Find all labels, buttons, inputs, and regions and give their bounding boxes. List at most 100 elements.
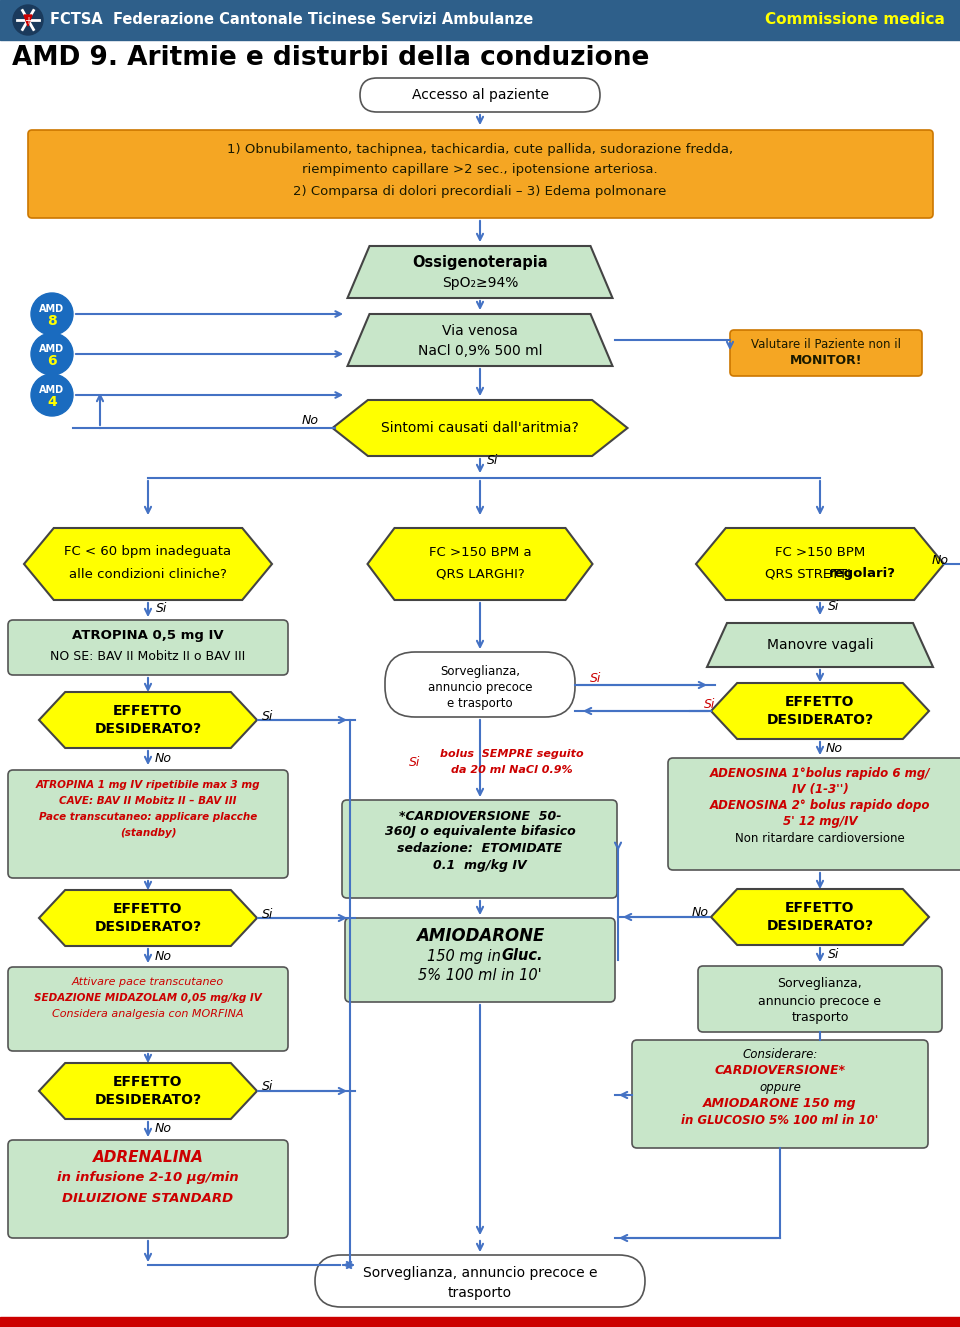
Text: DESIDERATO?: DESIDERATO? bbox=[94, 1093, 202, 1107]
Text: Attivare pace transcutaneo: Attivare pace transcutaneo bbox=[72, 977, 224, 987]
FancyBboxPatch shape bbox=[668, 758, 960, 871]
Polygon shape bbox=[24, 528, 272, 600]
Text: in GLUCOSIO 5% 100 ml in 10': in GLUCOSIO 5% 100 ml in 10' bbox=[682, 1115, 878, 1128]
FancyBboxPatch shape bbox=[8, 620, 288, 675]
Polygon shape bbox=[39, 1063, 257, 1119]
Text: Si: Si bbox=[262, 1080, 274, 1093]
Text: DESIDERATO?: DESIDERATO? bbox=[766, 713, 874, 727]
Text: Valutare il Paziente non il: Valutare il Paziente non il bbox=[751, 337, 901, 350]
FancyBboxPatch shape bbox=[315, 1255, 645, 1307]
Text: Si: Si bbox=[828, 600, 840, 613]
Text: EFFETTO: EFFETTO bbox=[113, 902, 182, 916]
Text: SpO₂≥94%: SpO₂≥94% bbox=[442, 276, 518, 291]
FancyBboxPatch shape bbox=[632, 1040, 928, 1148]
Text: CAVE: BAV II Mobitz II – BAV III: CAVE: BAV II Mobitz II – BAV III bbox=[60, 796, 237, 805]
Text: ADENOSINA 2° bolus rapido dopo: ADENOSINA 2° bolus rapido dopo bbox=[709, 799, 930, 812]
Text: IV (1-3''): IV (1-3'') bbox=[792, 783, 849, 795]
Text: AMIODARONE 150 mg: AMIODARONE 150 mg bbox=[703, 1096, 857, 1109]
Text: 5% 100 ml in 10': 5% 100 ml in 10' bbox=[419, 969, 541, 983]
Polygon shape bbox=[348, 245, 612, 299]
Polygon shape bbox=[39, 691, 257, 748]
Text: Non ritardare cardioversione: Non ritardare cardioversione bbox=[735, 832, 905, 845]
Text: oppure: oppure bbox=[759, 1080, 801, 1093]
Text: No: No bbox=[301, 414, 319, 426]
Text: QRS STRETTI: QRS STRETTI bbox=[765, 568, 855, 580]
Polygon shape bbox=[707, 622, 933, 667]
FancyBboxPatch shape bbox=[730, 330, 922, 376]
Text: ADRENALINA: ADRENALINA bbox=[92, 1151, 204, 1165]
Text: +: + bbox=[24, 16, 32, 27]
Text: 4: 4 bbox=[47, 395, 57, 409]
Text: 0.1  mg/kg IV: 0.1 mg/kg IV bbox=[433, 860, 527, 872]
Text: Pace transcutaneo: applicare placche: Pace transcutaneo: applicare placche bbox=[38, 812, 257, 821]
Polygon shape bbox=[39, 890, 257, 946]
Text: EFFETTO: EFFETTO bbox=[785, 901, 854, 916]
Text: No: No bbox=[826, 743, 843, 755]
Text: QRS LARGHI?: QRS LARGHI? bbox=[436, 568, 524, 580]
Text: DESIDERATO?: DESIDERATO? bbox=[94, 920, 202, 934]
Text: MONITOR!: MONITOR! bbox=[790, 353, 862, 366]
FancyBboxPatch shape bbox=[385, 652, 575, 717]
Text: 5' 12 mg/IV: 5' 12 mg/IV bbox=[782, 815, 857, 828]
Text: 360J o equivalente bifasico: 360J o equivalente bifasico bbox=[385, 825, 575, 839]
Text: 150 mg in: 150 mg in bbox=[427, 949, 505, 963]
Text: 6: 6 bbox=[47, 354, 57, 368]
Text: Si: Si bbox=[262, 710, 274, 722]
FancyBboxPatch shape bbox=[345, 918, 615, 1002]
Text: Considera analgesia con MORFINA: Considera analgesia con MORFINA bbox=[52, 1009, 244, 1019]
Text: Si: Si bbox=[705, 698, 716, 711]
Text: FC >150 BPM a: FC >150 BPM a bbox=[429, 545, 531, 559]
Polygon shape bbox=[332, 399, 628, 456]
Text: ATROPINA 0,5 mg IV: ATROPINA 0,5 mg IV bbox=[72, 629, 224, 642]
Text: No: No bbox=[691, 906, 708, 920]
Text: trasporto: trasporto bbox=[791, 1011, 849, 1024]
Text: e trasporto: e trasporto bbox=[447, 697, 513, 710]
Bar bbox=[0, 0, 960, 40]
Polygon shape bbox=[696, 528, 944, 600]
Text: FC >150 BPM: FC >150 BPM bbox=[775, 545, 865, 559]
Text: annuncio precoce: annuncio precoce bbox=[428, 681, 532, 694]
Text: FCTSA  Federazione Cantonale Ticinese Servizi Ambulanze: FCTSA Federazione Cantonale Ticinese Ser… bbox=[50, 12, 533, 28]
Polygon shape bbox=[711, 683, 929, 739]
Text: 8: 8 bbox=[47, 314, 57, 328]
Text: Si: Si bbox=[409, 755, 420, 768]
Text: ATROPINA 1 mg IV ripetibile max 3 mg: ATROPINA 1 mg IV ripetibile max 3 mg bbox=[36, 780, 260, 790]
Text: DESIDERATO?: DESIDERATO? bbox=[766, 920, 874, 933]
Text: Sorveglianza,: Sorveglianza, bbox=[440, 665, 520, 678]
Circle shape bbox=[31, 374, 73, 415]
Polygon shape bbox=[24, 15, 32, 27]
Text: ADENOSINA 1°bolus rapido 6 mg/: ADENOSINA 1°bolus rapido 6 mg/ bbox=[709, 767, 930, 779]
Circle shape bbox=[13, 5, 43, 35]
Text: annuncio precoce e: annuncio precoce e bbox=[758, 995, 881, 1009]
Text: AMD: AMD bbox=[39, 385, 64, 395]
Text: Considerare:: Considerare: bbox=[742, 1048, 818, 1062]
Text: NaCl 0,9% 500 ml: NaCl 0,9% 500 ml bbox=[418, 344, 542, 358]
Text: Si: Si bbox=[488, 455, 498, 467]
Text: 2) Comparsa di dolori precordiali – 3) Edema polmonare: 2) Comparsa di dolori precordiali – 3) E… bbox=[294, 186, 666, 199]
Polygon shape bbox=[348, 314, 612, 366]
Text: EFFETTO: EFFETTO bbox=[113, 1075, 182, 1089]
Text: Si: Si bbox=[262, 908, 274, 921]
FancyBboxPatch shape bbox=[360, 78, 600, 111]
Text: Ossigenoterapia: Ossigenoterapia bbox=[412, 256, 548, 271]
Text: AMD 9. Aritmie e disturbi della conduzione: AMD 9. Aritmie e disturbi della conduzio… bbox=[12, 45, 649, 72]
Text: DESIDERATO?: DESIDERATO? bbox=[94, 722, 202, 736]
Text: (standby): (standby) bbox=[120, 828, 177, 837]
Text: Accesso al paziente: Accesso al paziente bbox=[412, 88, 548, 102]
Text: AMD: AMD bbox=[39, 344, 64, 354]
Text: Manovre vagali: Manovre vagali bbox=[767, 638, 874, 652]
Text: Sorveglianza,: Sorveglianza, bbox=[778, 978, 862, 990]
Text: Sorveglianza, annuncio precoce e: Sorveglianza, annuncio precoce e bbox=[363, 1266, 597, 1281]
Text: AMD: AMD bbox=[39, 304, 64, 314]
Text: Si: Si bbox=[828, 949, 840, 962]
FancyBboxPatch shape bbox=[8, 1140, 288, 1238]
Text: Gluc.: Gluc. bbox=[501, 949, 542, 963]
Text: 1) Obnubilamento, tachipnea, tachicardia, cute pallida, sudorazione fredda,: 1) Obnubilamento, tachipnea, tachicardia… bbox=[227, 143, 733, 157]
Text: trasporto: trasporto bbox=[448, 1286, 512, 1300]
Text: EFFETTO: EFFETTO bbox=[785, 695, 854, 709]
FancyBboxPatch shape bbox=[342, 800, 617, 898]
Text: sedazione:  ETOMIDATE: sedazione: ETOMIDATE bbox=[397, 841, 563, 855]
Text: Commissione medica: Commissione medica bbox=[765, 12, 945, 28]
Text: Sintomi causati dall'aritmia?: Sintomi causati dall'aritmia? bbox=[381, 421, 579, 435]
Text: No: No bbox=[155, 751, 172, 764]
